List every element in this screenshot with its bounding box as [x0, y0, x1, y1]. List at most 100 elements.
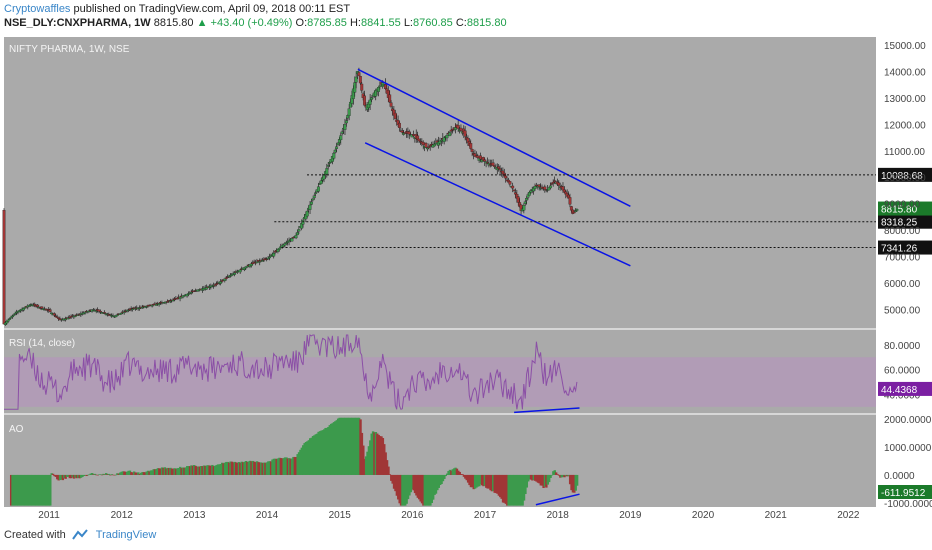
candle-body: [83, 312, 87, 314]
ao-bar: [359, 419, 362, 475]
ao-bar: [244, 460, 248, 475]
x-axis-tick: 2017: [474, 510, 497, 521]
ao-bar: [357, 417, 361, 475]
candle-body: [157, 303, 161, 306]
ao-bar: [201, 466, 204, 475]
candle-body: [393, 112, 397, 119]
candle-body: [463, 130, 467, 137]
candle-body: [335, 146, 339, 149]
candle-body: [459, 127, 463, 131]
x-axis-tick: 2016: [401, 510, 424, 521]
ao-bar: [288, 458, 291, 475]
ao-bar: [309, 438, 312, 475]
ao-bar: [99, 474, 102, 475]
ao-bar: [28, 474, 31, 506]
candle-body: [358, 76, 362, 84]
price-change: ▲ +43.40 (+0.49%): [196, 17, 293, 29]
candle-body: [272, 253, 276, 257]
candle-body: [305, 210, 309, 217]
ao-bar: [200, 466, 203, 475]
ao-bar: [320, 430, 323, 475]
candle-body: [36, 304, 39, 307]
candle-body: [398, 122, 401, 128]
candle-body: [238, 269, 242, 273]
ao-bar: [338, 417, 341, 475]
ao-bar: [478, 474, 481, 487]
ao-bar: [311, 436, 315, 475]
ao-bar: [554, 472, 558, 475]
ao-bar: [43, 474, 46, 506]
ao-bar: [493, 474, 496, 493]
ao-bar: [188, 466, 192, 475]
ao-bar: [381, 438, 385, 475]
tradingview-logo-icon: [71, 529, 88, 540]
ao-bar: [204, 465, 207, 475]
candle-body: [424, 143, 428, 148]
ao-bar: [77, 474, 80, 478]
ao-bar: [146, 470, 150, 475]
ao-bar: [302, 445, 305, 475]
ao-bar: [213, 465, 217, 475]
ao-bar: [476, 474, 480, 487]
ao-bar: [575, 474, 579, 486]
ao-bar: [227, 462, 231, 475]
ao-bar: [556, 474, 559, 475]
ao-bar: [546, 474, 549, 485]
ao-bar: [117, 473, 120, 475]
ao-bar: [518, 474, 522, 506]
ao-bar: [316, 433, 319, 475]
ao-bar: [82, 474, 86, 476]
ao-bar: [468, 474, 471, 486]
ao-bar: [198, 466, 202, 475]
ao-bar: [216, 464, 220, 475]
ao-bar: [452, 468, 456, 475]
ao-bar: [128, 470, 132, 475]
ao-bar: [317, 431, 320, 475]
candle-body: [374, 90, 378, 97]
ao-bar: [181, 467, 185, 475]
candle-body: [308, 204, 312, 210]
ao-bar: [465, 474, 468, 481]
candle-body: [434, 143, 438, 145]
ao-bar: [466, 474, 470, 483]
ao-bar: [324, 427, 327, 475]
ao-bar: [387, 466, 390, 475]
ao-bar: [219, 464, 222, 475]
candle-body: [479, 155, 482, 160]
author-link[interactable]: Cryptowaffles: [4, 3, 71, 15]
ao-bar: [420, 474, 424, 504]
ao-bar: [322, 429, 326, 475]
ao-bar: [124, 471, 127, 475]
ao-bar: [295, 457, 298, 475]
ao-bar: [211, 464, 214, 475]
ao-bar: [469, 474, 473, 488]
ao-bar: [18, 474, 21, 506]
candle-body: [115, 314, 119, 316]
ao-bar: [458, 471, 461, 475]
candle-body: [273, 251, 277, 253]
price-scale-background: [876, 37, 932, 507]
candle-body: [417, 138, 421, 142]
ao-bar: [88, 474, 91, 475]
ao-bar: [293, 456, 297, 475]
candle-body: [470, 149, 474, 152]
ao-bar: [331, 423, 334, 475]
ao-bar: [289, 458, 292, 475]
published-text: published on TradingView.com, April 09, …: [73, 3, 351, 15]
price-axis-tick: 11000.00: [884, 147, 925, 158]
tradingview-link[interactable]: TradingView: [95, 529, 157, 541]
level-badge-label: 7341.26: [881, 244, 918, 255]
candle-body: [296, 232, 299, 236]
ao-bar: [366, 451, 369, 475]
ao-bar: [431, 474, 435, 500]
ao-bar: [352, 417, 355, 475]
symbol-label[interactable]: NSE_DLY:CNXPHARMA, 1W: [4, 17, 151, 29]
ao-bar: [222, 463, 225, 475]
last-price-badge: [878, 201, 932, 216]
ao-bar: [160, 467, 164, 475]
ao-bar: [341, 417, 344, 475]
ao-bar: [560, 474, 563, 478]
ao-bar: [91, 473, 94, 475]
ao-bar: [158, 468, 161, 475]
